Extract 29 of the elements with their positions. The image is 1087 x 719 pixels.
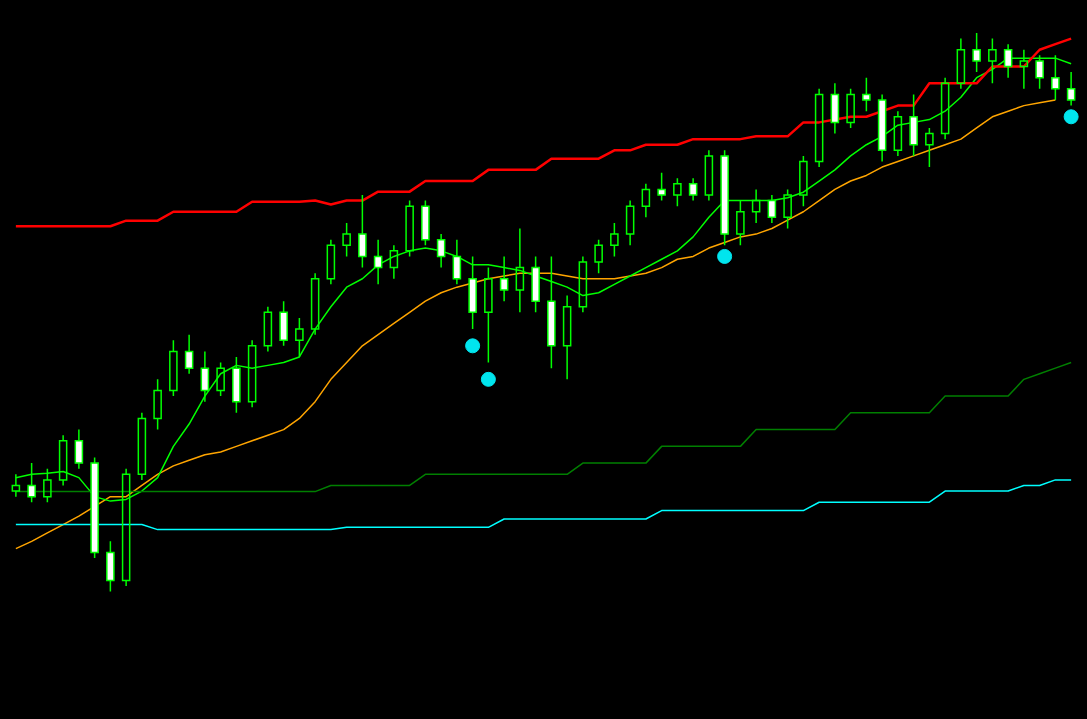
candlestick bbox=[625, 199, 635, 247]
candlestick bbox=[814, 88, 824, 168]
candlestick bbox=[925, 127, 934, 168]
candlestick bbox=[263, 305, 273, 353]
point bbox=[480, 371, 496, 387]
point bbox=[1063, 109, 1079, 125]
candlestick bbox=[562, 294, 572, 381]
point bbox=[717, 248, 733, 264]
candlestick bbox=[940, 76, 950, 140]
candlestick bbox=[326, 238, 336, 286]
candlestick bbox=[956, 37, 966, 90]
candlestick bbox=[704, 149, 714, 202]
candlestick bbox=[515, 227, 525, 314]
point bbox=[465, 338, 481, 354]
candlestick bbox=[295, 317, 304, 358]
candlestick bbox=[893, 110, 903, 157]
candlestick bbox=[58, 434, 68, 487]
candlestick bbox=[641, 183, 651, 219]
candlestick bbox=[484, 266, 493, 364]
candlestick bbox=[736, 199, 745, 247]
candlestick bbox=[610, 222, 619, 258]
candlestick bbox=[751, 188, 761, 224]
candlestick bbox=[247, 339, 257, 409]
candlestick bbox=[342, 222, 351, 258]
candlestick bbox=[137, 412, 147, 481]
candlestick bbox=[389, 244, 399, 280]
candlestick bbox=[310, 272, 320, 336]
candlestick bbox=[153, 378, 162, 431]
candlestick bbox=[578, 255, 588, 314]
